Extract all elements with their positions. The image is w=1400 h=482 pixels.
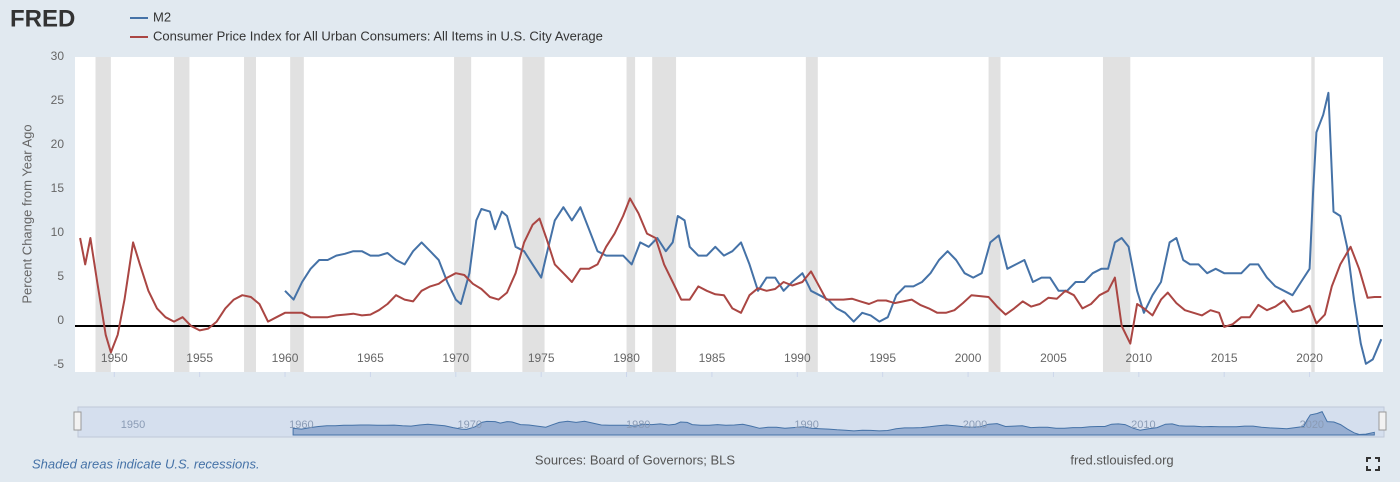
recession-band xyxy=(454,57,472,372)
y-tick-label: 25 xyxy=(51,93,65,107)
recession-band xyxy=(1102,57,1131,372)
legend-label: M2 xyxy=(153,9,171,24)
x-tick-label: 1965 xyxy=(357,351,384,365)
y-tick-label: 0 xyxy=(57,313,64,327)
x-tick-label: 2000 xyxy=(955,351,982,365)
x-tick-label: 2005 xyxy=(1040,351,1067,365)
x-tick-label: 1990 xyxy=(784,351,811,365)
recession-band xyxy=(805,57,818,372)
site: fred.stlouisfed.org xyxy=(1070,452,1173,467)
sources: Sources: Board of Governors; BLS xyxy=(535,452,735,467)
x-tick-label: 1955 xyxy=(186,351,213,365)
x-tick-label: 1950 xyxy=(101,351,128,365)
x-tick-label: 2010 xyxy=(1125,351,1152,365)
recession-band xyxy=(988,57,1001,372)
navigator-tick-label: 1980 xyxy=(626,419,650,431)
fullscreen-icon[interactable] xyxy=(1366,457,1380,471)
y-tick-label: 30 xyxy=(51,49,65,63)
x-tick-label: 1980 xyxy=(613,351,640,365)
x-tick-label: 1975 xyxy=(528,351,555,365)
logo: FRED xyxy=(10,5,75,32)
recession-band xyxy=(244,57,257,372)
recession-note: Shaded areas indicate U.S. recessions. xyxy=(32,456,260,471)
series-line xyxy=(79,197,1382,354)
y-tick-label: 5 xyxy=(57,269,64,283)
legend-label: Consumer Price Index for All Urban Consu… xyxy=(153,28,603,43)
y-tick-label: 15 xyxy=(51,181,65,195)
recession-band xyxy=(174,57,190,372)
recession-band xyxy=(626,57,636,372)
navigator-tick-label: 1950 xyxy=(121,419,145,431)
x-tick-label: 2015 xyxy=(1211,351,1238,365)
x-tick-label: 1960 xyxy=(272,351,299,365)
x-tick-label: 1985 xyxy=(699,351,726,365)
x-tick-label: 2020 xyxy=(1296,351,1323,365)
navigator-handle[interactable] xyxy=(73,411,82,431)
navigator-tick-label: 1960 xyxy=(289,419,313,431)
navigator-series xyxy=(292,410,1375,436)
y-tick-label: 20 xyxy=(51,137,65,151)
navigator-handle[interactable] xyxy=(1378,411,1387,431)
recession-band xyxy=(290,57,304,372)
y-tick-label: -5 xyxy=(53,357,64,371)
recession-band xyxy=(522,57,545,372)
y-axis-label: Percent Change from Year Ago xyxy=(19,124,34,303)
navigator-tick-label: 2000 xyxy=(963,419,987,431)
navigator-tick-label: 1990 xyxy=(794,419,818,431)
navigator-tick-label: 1970 xyxy=(458,419,482,431)
navigator-tick-label: 2010 xyxy=(1131,419,1155,431)
navigator-tick-label: 2020 xyxy=(1300,419,1324,431)
x-tick-label: 1995 xyxy=(869,351,896,365)
plot-area xyxy=(75,57,1383,372)
recession-band xyxy=(652,57,677,372)
series-line xyxy=(284,91,1383,365)
y-tick-label: 10 xyxy=(51,225,65,239)
x-tick-label: 1970 xyxy=(442,351,469,365)
